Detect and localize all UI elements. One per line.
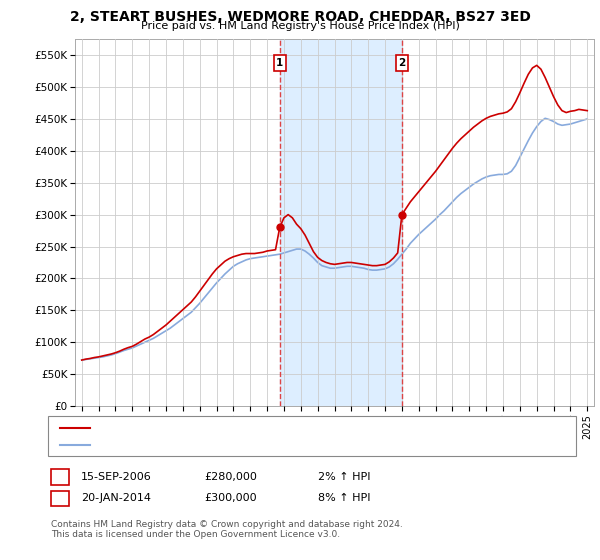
Text: £280,000: £280,000 — [204, 472, 257, 482]
Text: 2% ↑ HPI: 2% ↑ HPI — [318, 472, 371, 482]
Text: 15-SEP-2006: 15-SEP-2006 — [81, 472, 152, 482]
Text: 2, STEART BUSHES, WEDMORE ROAD, CHEDDAR, BS27 3ED (detached house): 2, STEART BUSHES, WEDMORE ROAD, CHEDDAR,… — [96, 423, 477, 433]
Text: 2: 2 — [398, 58, 406, 68]
Text: 2: 2 — [56, 492, 64, 505]
Text: 1: 1 — [56, 470, 64, 484]
Bar — [280, 39, 402, 406]
Text: HPI: Average price, detached house, Somerset: HPI: Average price, detached house, Some… — [96, 440, 323, 450]
Text: Price paid vs. HM Land Registry's House Price Index (HPI): Price paid vs. HM Land Registry's House … — [140, 21, 460, 31]
Text: 20-JAN-2014: 20-JAN-2014 — [81, 493, 151, 503]
Text: Contains HM Land Registry data © Crown copyright and database right 2024.
This d: Contains HM Land Registry data © Crown c… — [51, 520, 403, 539]
Text: 2, STEART BUSHES, WEDMORE ROAD, CHEDDAR, BS27 3ED: 2, STEART BUSHES, WEDMORE ROAD, CHEDDAR,… — [70, 10, 530, 24]
Text: £300,000: £300,000 — [204, 493, 257, 503]
Text: 1: 1 — [276, 58, 283, 68]
Text: 8% ↑ HPI: 8% ↑ HPI — [318, 493, 371, 503]
